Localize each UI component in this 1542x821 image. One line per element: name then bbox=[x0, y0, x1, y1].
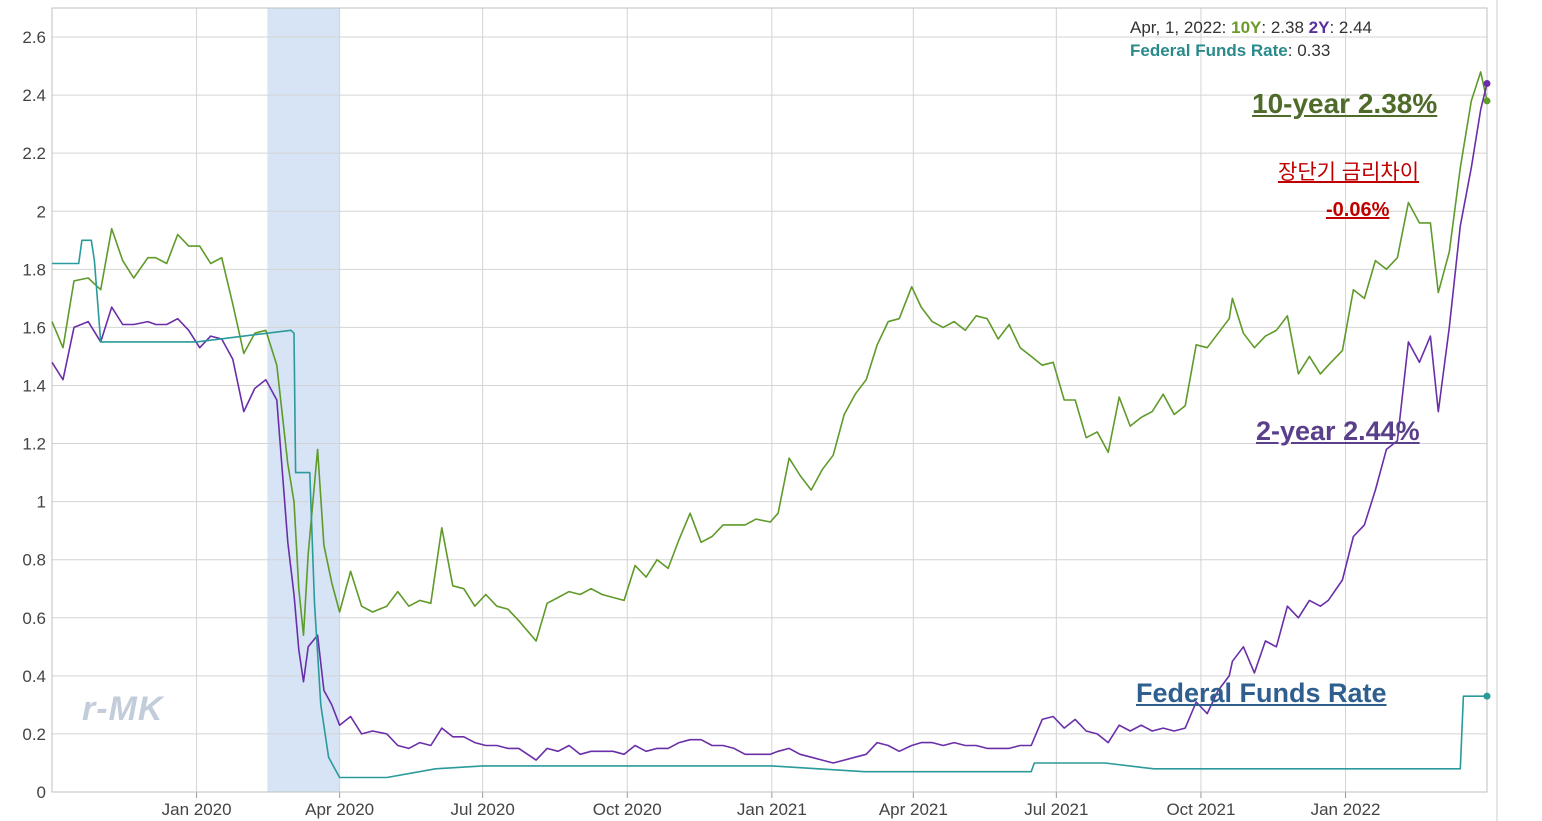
x-tick-label: Jan 2022 bbox=[1311, 800, 1381, 819]
y-tick-label: 0.6 bbox=[22, 609, 46, 628]
tooltip-value-2y: : 2.44 bbox=[1329, 18, 1373, 37]
series-end-point-federal-funds-rate bbox=[1483, 692, 1491, 700]
tooltip-date: Apr, 1, 2022: bbox=[1130, 18, 1227, 37]
x-tick-label: Oct 2020 bbox=[593, 800, 662, 819]
series-line-federal-funds-rate bbox=[52, 239, 1487, 779]
y-tick-label: 0.2 bbox=[22, 725, 46, 744]
y-tick-label: 2.6 bbox=[22, 28, 46, 47]
series-end-point-10y bbox=[1483, 97, 1491, 105]
y-tick-label: 2.2 bbox=[22, 144, 46, 163]
tooltip-line-yields: Apr, 1, 2022: 10Y: 2.38 2Y: 2.44 bbox=[1130, 16, 1372, 39]
grid-layer bbox=[52, 8, 1487, 793]
hover-tooltip: Apr, 1, 2022: 10Y: 2.38 2Y: 2.44 Federal… bbox=[1130, 16, 1372, 62]
tooltip-label-10y: 10Y bbox=[1231, 18, 1262, 37]
y-tick-label: 1.6 bbox=[22, 318, 46, 337]
plot-border bbox=[51, 7, 1488, 793]
tick-labels-layer: 0 0.2 0.4 0.6 0.8 1 1.2 1.4 1.6 1.8 2 2.2 2.4 2.6 Jan … bbox=[22, 28, 1380, 819]
annotation-federal-funds-rate: Federal Funds Rate bbox=[1136, 678, 1387, 708]
x-tick-label: Apr 2020 bbox=[305, 800, 374, 819]
annotation-10-year: 10-year 2.38% bbox=[1252, 88, 1438, 119]
series-end-point-2y bbox=[1483, 79, 1491, 87]
y-tick-label: 2 bbox=[37, 202, 46, 221]
x-tick-label: Oct 2021 bbox=[1166, 800, 1235, 819]
tooltip-value-10y: : 2.38 bbox=[1261, 18, 1304, 37]
series-layer bbox=[51, 71, 1488, 779]
recession-band bbox=[267, 8, 340, 792]
tooltip-line-ffr: Federal Funds Rate: 0.33 bbox=[1130, 39, 1372, 62]
tooltip-value-ffr: : 0.33 bbox=[1287, 41, 1331, 60]
y-tick-label: 1.4 bbox=[22, 376, 46, 395]
tooltip-label-ffr: Federal Funds Rate bbox=[1130, 41, 1288, 60]
y-tick-label: 0.8 bbox=[22, 551, 46, 570]
y-tick-label: 0 bbox=[37, 783, 46, 802]
watermark-logo: r-MK bbox=[82, 690, 164, 728]
y-tick-label: 1 bbox=[37, 493, 46, 512]
annotation-2-year: 2-year 2.44% bbox=[1256, 416, 1420, 446]
x-tick-label: Jan 2020 bbox=[162, 800, 232, 819]
x-tick-label: Apr 2021 bbox=[879, 800, 948, 819]
y-tick-label: 1.2 bbox=[22, 435, 46, 454]
end-marker-layer bbox=[1483, 79, 1491, 700]
recession-band-layer bbox=[267, 8, 340, 792]
y-tick-label: 0.4 bbox=[22, 667, 46, 686]
y-tick-label: 1.8 bbox=[22, 260, 46, 279]
tooltip-label-2y: 2Y bbox=[1308, 18, 1330, 37]
x-tick-label: Jul 2021 bbox=[1024, 800, 1088, 819]
series-line-10y bbox=[51, 71, 1488, 642]
y-tick-label: 2.4 bbox=[22, 86, 46, 105]
annotation-spread-label: 장단기 금리차이 bbox=[1278, 161, 1420, 184]
annotation-spread-value: -0.06% bbox=[1326, 199, 1390, 221]
series-line-2y bbox=[51, 83, 1488, 764]
x-tick-label: Jul 2020 bbox=[451, 800, 515, 819]
axis-layer bbox=[51, 0, 1498, 821]
x-tick-label: Jan 2021 bbox=[737, 800, 807, 819]
